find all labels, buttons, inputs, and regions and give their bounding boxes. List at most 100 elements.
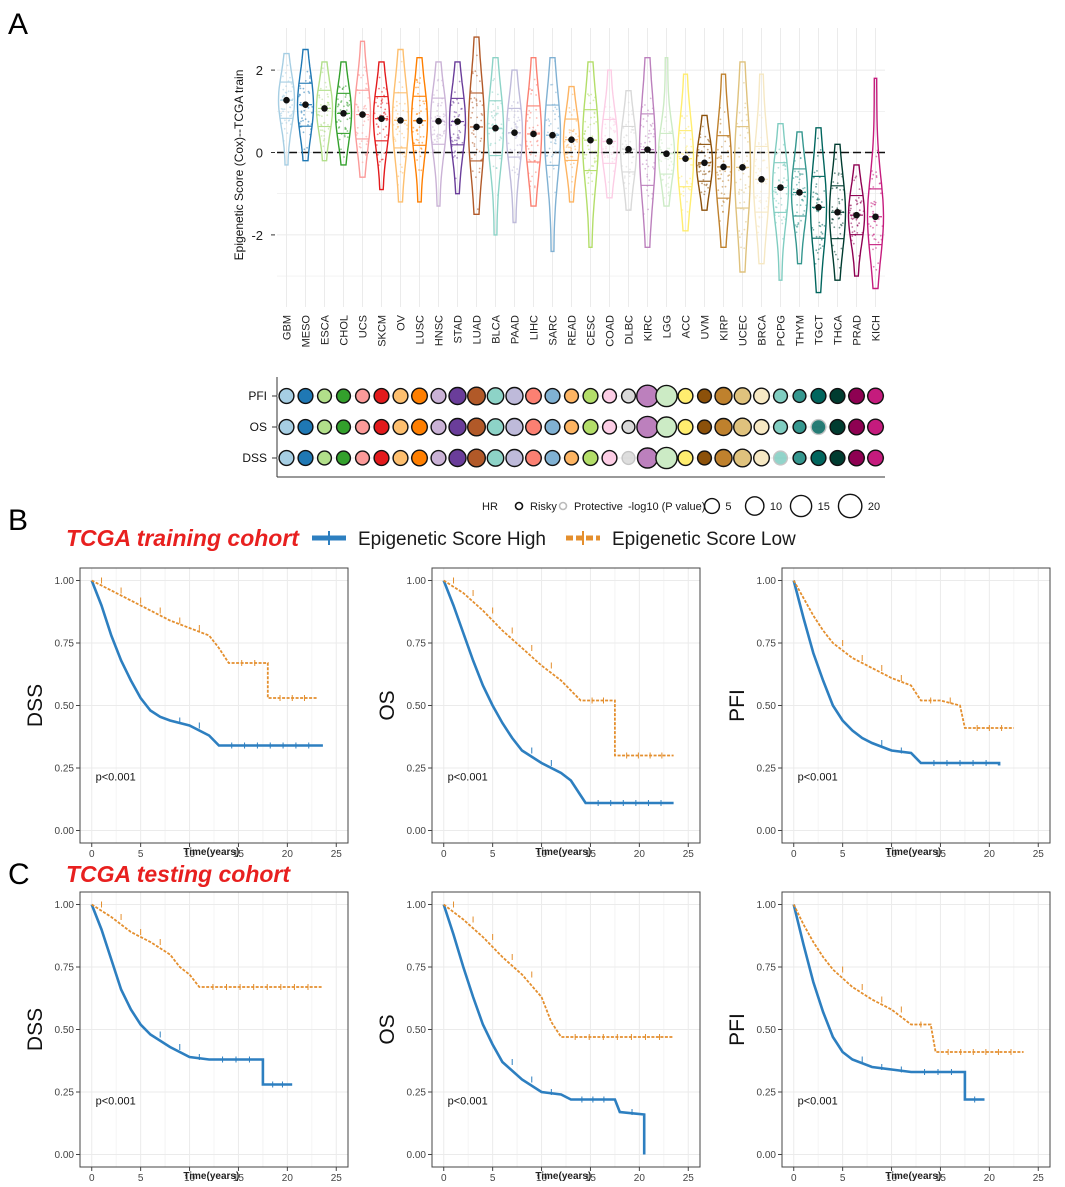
violin-jitter-point — [548, 147, 551, 150]
violin-jitter-point — [362, 107, 365, 110]
violin-jitter-point — [683, 117, 686, 120]
violin-jitter-point — [451, 140, 454, 143]
violin-jitter-point — [632, 155, 635, 158]
violin-jitter-point — [412, 126, 415, 129]
violin-jitter-point — [376, 116, 379, 119]
dot-dss-lusc — [411, 449, 429, 467]
violin-jitter-point — [699, 133, 702, 136]
violin-jitter-point — [322, 122, 325, 124]
violin-jitter-point — [476, 208, 479, 211]
violin-jitter-point — [872, 248, 874, 251]
violin-jitter-point — [606, 156, 609, 159]
violin-jitter-point — [653, 167, 655, 170]
dot-pfi-sarc — [544, 387, 561, 405]
violin-jitter-point — [815, 185, 817, 188]
violin-jitter-point — [375, 123, 378, 126]
violin-jitter-point — [723, 111, 726, 113]
km-y-axis-title: OS — [376, 1014, 399, 1044]
violin-jitter-point — [307, 124, 309, 126]
violin-jitter-point — [849, 209, 852, 212]
violin-jitter-point — [310, 123, 313, 126]
violin-jitter-point — [381, 91, 383, 93]
violin-x-label: STAD — [453, 315, 465, 344]
violin-jitter-point — [443, 132, 445, 135]
violin-jitter-point — [782, 216, 785, 219]
violin-jitter-point — [786, 185, 789, 187]
violin-jitter-point — [738, 191, 740, 194]
violin-jitter-point — [875, 268, 878, 271]
violin-jitter-point — [858, 255, 861, 257]
violin-jitter-point — [837, 197, 840, 200]
violin-jitter-point — [738, 147, 740, 150]
violin-jitter-point — [471, 101, 474, 104]
violin-jitter-point — [488, 132, 490, 135]
violin-jitter-point — [396, 125, 399, 128]
violin-jitter-point — [605, 146, 607, 148]
violin-jitter-point — [647, 136, 650, 139]
violin-jitter-point — [625, 165, 628, 168]
km-y-tick-label: 0.50 — [757, 1025, 777, 1036]
violin-jitter-point — [571, 130, 574, 133]
dot-pfi-ov — [392, 387, 409, 405]
violin-jitter-point — [289, 76, 291, 79]
violin-jitter-point — [803, 210, 806, 212]
violin-jitter-point — [459, 131, 462, 134]
violin-jitter-point — [703, 190, 706, 193]
violin-jitter-point — [290, 90, 292, 93]
violin-jitter-point — [418, 150, 421, 153]
violin-jitter-point — [492, 103, 494, 106]
violin-thca — [828, 143, 847, 281]
violin-jitter-point — [721, 204, 723, 207]
violin-jitter-point — [840, 173, 843, 176]
violin-jitter-point — [764, 180, 767, 183]
violin-stad — [448, 61, 467, 195]
violin-jitter-point — [663, 197, 666, 199]
violin-jitter-point — [344, 85, 347, 87]
violin-jitter-point — [696, 164, 699, 167]
violin-jitter-point — [880, 238, 883, 241]
violin-jitter-point — [420, 110, 422, 113]
violin-jitter-point — [425, 108, 428, 110]
violin-mean-point — [587, 136, 594, 144]
dot-os-lusc — [411, 418, 429, 436]
violin-jitter-point — [516, 110, 519, 113]
violin-jitter-point — [571, 180, 573, 183]
violin-jitter-point — [529, 111, 532, 114]
violin-jitter-point — [386, 134, 388, 137]
violin-jitter-point — [698, 163, 700, 166]
violin-outline — [847, 164, 866, 277]
km-x-axis-title: Time(years) — [535, 847, 591, 858]
violin-jitter-point — [473, 154, 476, 156]
violin-jitter-point — [438, 115, 441, 118]
violin-jitter-point — [653, 133, 656, 135]
violin-jitter-point — [820, 238, 823, 241]
violin-uvm — [695, 114, 714, 211]
km-x-tick-label: 5 — [490, 1173, 496, 1184]
violin-jitter-point — [651, 197, 654, 200]
violin-jitter-point — [327, 124, 329, 126]
violin-read — [562, 85, 581, 203]
violin-jitter-point — [577, 135, 580, 138]
dot-dss-brca — [753, 449, 771, 467]
violin-jitter-point — [719, 106, 721, 109]
violin-jitter-point — [798, 178, 801, 181]
violin-jitter-point — [587, 176, 590, 179]
violin-jitter-point — [362, 74, 365, 77]
violin-jitter-point — [450, 136, 453, 139]
violin-jitter-point — [796, 187, 799, 190]
violin-jitter-point — [699, 136, 702, 139]
violin-jitter-point — [817, 198, 819, 201]
violin-jitter-point — [398, 102, 401, 105]
violin-brca — [752, 73, 771, 265]
violin-jitter-point — [795, 225, 798, 228]
violin-jitter-point — [514, 137, 517, 140]
violin-jitter-point — [817, 210, 820, 213]
violin-jitter-point — [367, 97, 370, 99]
violin-jitter-point — [835, 187, 838, 189]
violin-jitter-point — [513, 149, 516, 151]
violin-jitter-point — [648, 179, 651, 182]
violin-jitter-point — [720, 173, 723, 176]
violin-mean-point — [815, 203, 822, 211]
violin-jitter-point — [490, 111, 493, 113]
violin-jitter-point — [758, 200, 761, 203]
